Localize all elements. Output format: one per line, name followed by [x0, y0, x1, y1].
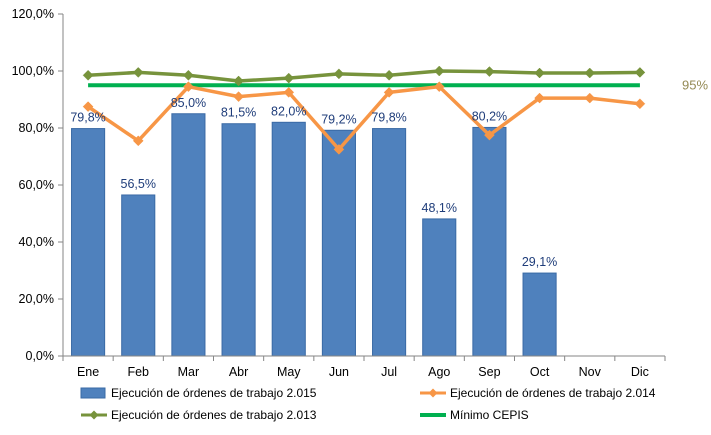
x-tick-label: Sep — [478, 365, 500, 379]
bar — [522, 272, 557, 357]
bar — [171, 113, 206, 357]
bar-data-label: 80,2% — [472, 109, 507, 123]
series-marker — [333, 68, 345, 80]
series-marker — [433, 81, 445, 93]
y-tick-label: 0,0% — [26, 349, 55, 363]
series-marker — [634, 67, 646, 78]
series-line-2 — [87, 69, 640, 83]
series-marker — [82, 101, 94, 112]
series-marker — [333, 144, 345, 155]
series-marker — [283, 72, 295, 84]
x-tick-label: May — [277, 365, 301, 379]
series-marker — [283, 87, 295, 98]
x-tick-label: Oct — [530, 365, 550, 379]
x-axis: Ene Feb Mar Abr May Jun Jul Ago Sep Oct Nov Dic — [62, 355, 666, 379]
series-marker — [383, 87, 395, 98]
x-tick-label: Ene — [77, 365, 99, 379]
x-tick-label: Nov — [579, 365, 602, 379]
bar — [71, 128, 106, 357]
series-marker — [634, 98, 646, 110]
bar-data-label: 79,8% — [70, 111, 105, 125]
x-tick-label: Mar — [178, 365, 200, 379]
y-tick-label: 40,0% — [19, 235, 54, 249]
bar — [221, 123, 256, 357]
bar — [271, 121, 306, 357]
legend-label: Ejecución de órdenes de trabajo 2.015 — [111, 386, 317, 400]
bar-data-label: 56,5% — [121, 177, 156, 191]
x-tick-label: Feb — [127, 365, 149, 379]
series-marker — [183, 69, 194, 81]
series-marker — [484, 66, 495, 77]
bar-data-label: 81,5% — [221, 106, 256, 120]
annotation: 95% — [682, 77, 708, 92]
series-marker — [132, 67, 144, 78]
bar — [321, 129, 356, 357]
series-line-1 — [87, 84, 641, 152]
y-tick-label: 20,0% — [19, 292, 54, 306]
y-tick-label: 100,0% — [12, 64, 54, 78]
bar — [121, 194, 156, 357]
bar — [372, 128, 407, 357]
bar — [472, 126, 507, 357]
series-marker — [233, 75, 244, 87]
bar-data-label: 48,1% — [422, 201, 457, 215]
bar-data-label: 85,0% — [171, 96, 206, 110]
bar-data-label: 29,1% — [522, 255, 557, 269]
x-tick-label: Jun — [329, 365, 349, 379]
x-tick-label: Ago — [428, 365, 450, 379]
legend-swatch-marker — [89, 410, 99, 420]
y-axis: 0,0% 20,0% 40,0% 60,0% 80,0% 100,0% 120,0% — [12, 7, 64, 363]
bar-data-labels: 79,8% 56,5% 85,0% 81,5% 82,0% 79,2% 79,8% 48,1%… — [70, 96, 557, 269]
series-marker — [82, 69, 94, 81]
series-marker — [484, 129, 495, 141]
series-marker — [183, 81, 194, 93]
series-marker — [433, 65, 445, 77]
series-marker — [383, 69, 395, 81]
series-marker — [233, 91, 244, 103]
bars-2015 — [71, 113, 557, 357]
series-marker — [584, 67, 596, 79]
legend-label: Mínimo CEPIS — [450, 408, 529, 422]
annotation-label: 95% — [682, 77, 708, 92]
series-lines — [82, 65, 646, 155]
x-tick-label: Abr — [229, 365, 248, 379]
legend-swatch-bar — [80, 387, 106, 399]
y-tick-label: 120,0% — [12, 7, 54, 21]
legend-label: Ejecución de órdenes de trabajo 2.013 — [111, 408, 317, 422]
legend-label: Ejecución de órdenes de trabajo 2.014 — [450, 386, 656, 400]
y-tick-label: 80,0% — [19, 121, 54, 135]
x-tick-label: Dic — [631, 365, 649, 379]
bar-data-label: 79,2% — [321, 112, 356, 126]
series-marker — [534, 92, 545, 104]
bar-data-label: 79,8% — [371, 111, 406, 125]
series-marker — [584, 92, 596, 104]
legend-swatch-marker — [428, 388, 438, 398]
bar-data-label: 82,0% — [271, 104, 306, 118]
bar — [422, 218, 457, 357]
y-tick-label: 60,0% — [19, 178, 54, 192]
series-marker — [534, 67, 545, 79]
legend: Ejecución de órdenes de trabajo 2.015 Eje… — [80, 386, 656, 422]
series-marker — [132, 135, 144, 147]
x-tick-label: Jul — [381, 365, 397, 379]
